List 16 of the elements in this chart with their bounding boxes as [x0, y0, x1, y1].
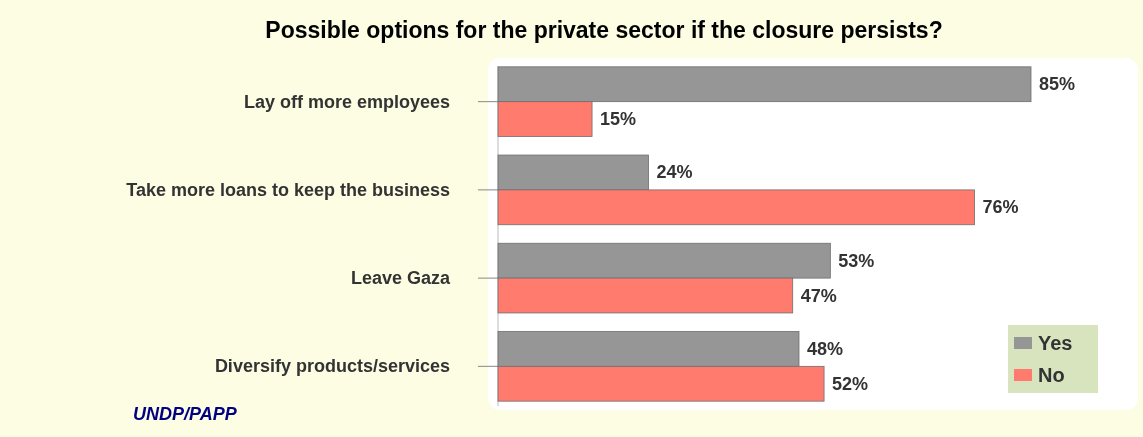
- data-label: 53%: [838, 250, 875, 271]
- y-tick-label: Diversify products/services: [214, 356, 450, 377]
- data-label: 24%: [656, 162, 693, 183]
- y-tick-label: Leave Gaza: [350, 268, 451, 289]
- y-tick-label: Lay off more employees: [243, 91, 450, 112]
- data-label: 76%: [982, 197, 1019, 218]
- chart-title: Possible options for the private sector if the closure persists?: [265, 17, 943, 43]
- data-label: 47%: [800, 285, 837, 306]
- data-label: 48%: [806, 338, 844, 359]
- y-tick-label: Take more loans to keep the business: [126, 179, 450, 200]
- data-label: 52%: [832, 373, 869, 394]
- legend-label: Yes: [1038, 332, 1073, 354]
- legend-label: No: [1038, 364, 1065, 386]
- data-label: 15%: [600, 109, 637, 130]
- text: UNDP/PAPP: [133, 404, 238, 424]
- data-label: 85%: [1039, 74, 1076, 95]
